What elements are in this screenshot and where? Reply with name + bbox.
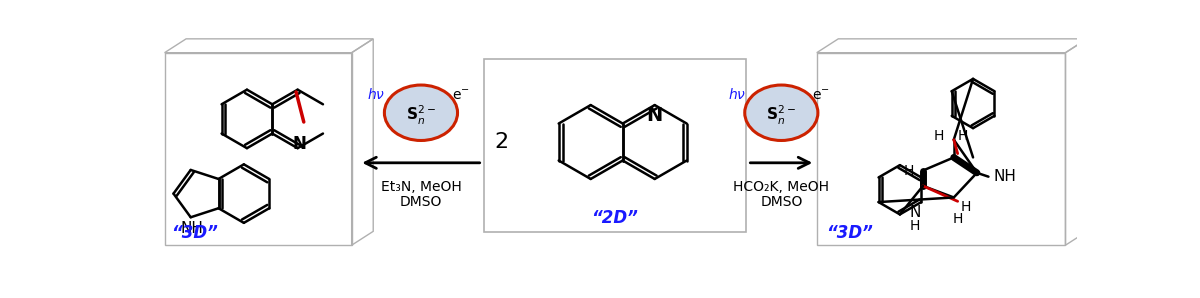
Text: DMSO: DMSO [760,195,803,209]
Text: N: N [293,135,306,153]
Text: “3D”: “3D” [826,224,872,241]
Text: 2: 2 [494,132,508,152]
Text: HCO₂K, MeOH: HCO₂K, MeOH [733,180,829,194]
Text: H: H [960,200,971,214]
Text: “2D”: “2D” [592,209,638,227]
Text: e$^{-}$: e$^{-}$ [452,89,470,103]
Text: DMSO: DMSO [400,195,442,209]
Text: $\mathbf{S}_n^{2-}$: $\mathbf{S}_n^{2-}$ [767,104,797,128]
Text: NH: NH [994,169,1016,184]
Text: H: H [910,219,920,233]
Text: $h\nu$: $h\nu$ [367,87,385,102]
Ellipse shape [384,85,457,140]
Text: NH: NH [181,221,204,235]
Text: $h\nu$: $h\nu$ [727,87,745,102]
Text: “3D”: “3D” [170,224,217,241]
Text: H: H [953,212,962,226]
Text: N: N [910,205,920,220]
Text: Et₃N, MeOH: Et₃N, MeOH [380,180,461,194]
Text: e$^{-}$: e$^{-}$ [812,89,830,103]
Text: H: H [904,164,914,178]
Text: H: H [958,129,968,143]
Text: N: N [647,106,662,125]
Ellipse shape [745,85,818,140]
Text: H: H [934,129,943,143]
Text: $\mathbf{S}_n^{2-}$: $\mathbf{S}_n^{2-}$ [406,104,436,128]
